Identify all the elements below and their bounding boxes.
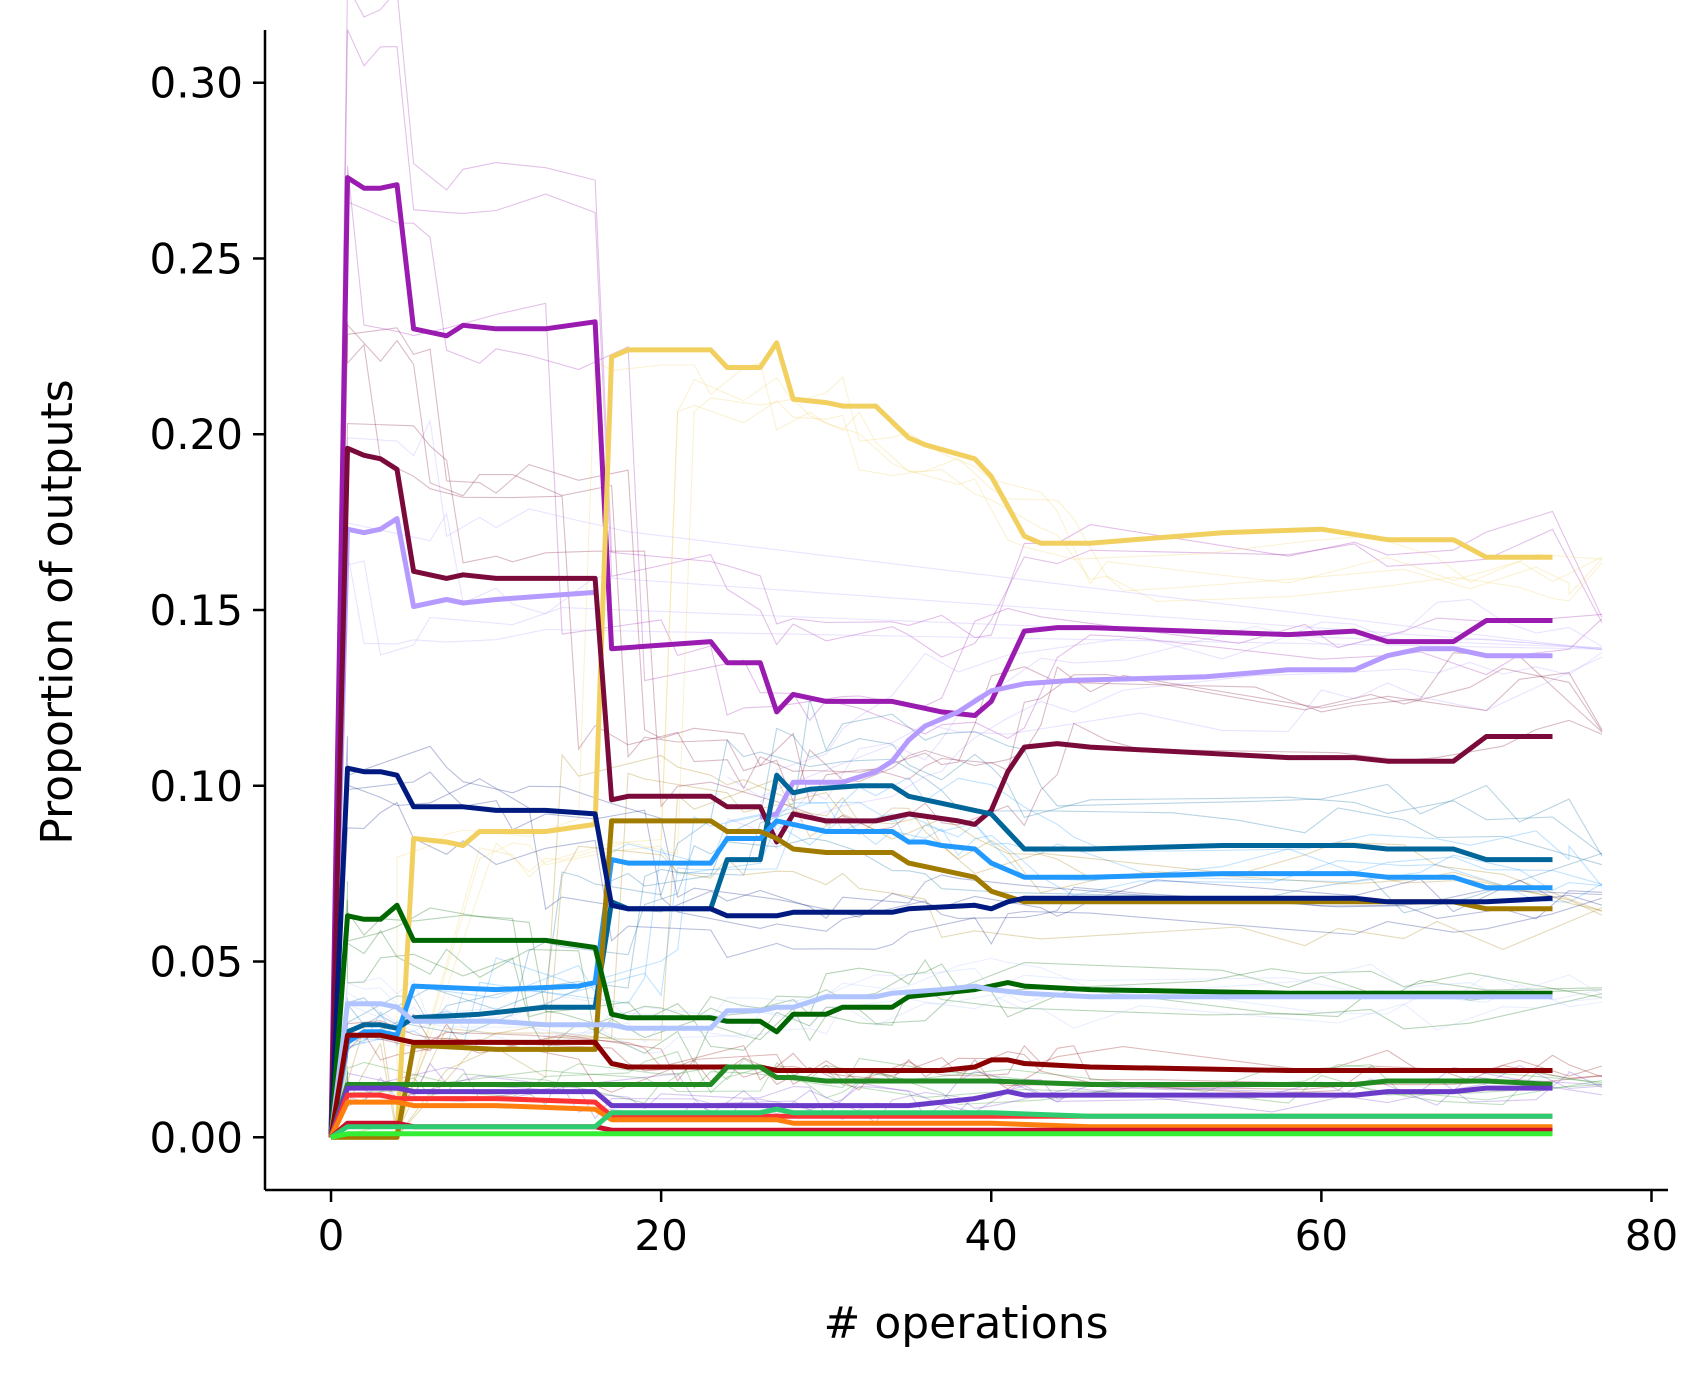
background-run-line — [330, 29, 1603, 1138]
series-line-18 — [330, 1131, 1553, 1140]
x-tick-label: 0 — [318, 1211, 345, 1260]
series-lines — [328, 175, 1553, 1140]
y-tick-label: 0.10 — [149, 762, 243, 811]
series-line-15 — [328, 1099, 1553, 1139]
series-line-3 — [759, 646, 1553, 820]
background-run-line — [330, 900, 1603, 1138]
background-run-line — [330, 983, 1603, 1138]
x-tick-label: 40 — [965, 1211, 1018, 1260]
background-run-line — [330, 736, 1603, 1138]
background-run-line — [330, 771, 1603, 1138]
series-line-10 — [328, 983, 1553, 1138]
series-line-12 — [328, 1064, 1553, 1139]
series-line-8 — [328, 765, 1553, 1138]
background-run-line — [330, 418, 1603, 1138]
series-line-7 — [331, 818, 1553, 1140]
series-line-11 — [328, 1032, 1553, 1138]
background-run-line — [330, 801, 1603, 1138]
background-run-line — [330, 745, 1603, 1138]
background-run-line — [330, 753, 1603, 1138]
background-run-line — [330, 397, 1603, 1138]
tick-labels: 0 20 40 60 80 0.00 0.05 0.10 0.15 0.20 0.25 0.30 — [149, 59, 1678, 1260]
y-tick-label: 0.20 — [149, 410, 243, 459]
series-line-0 — [328, 175, 1553, 1138]
series-line-6 — [328, 818, 1553, 1138]
background-run-line — [330, 0, 1603, 1138]
background-run-line — [330, 165, 1603, 1138]
y-tick-label: 0.25 — [149, 234, 243, 283]
background-run-line — [330, 327, 1603, 1138]
series-line-17 — [329, 1106, 1553, 1140]
y-tick-label: 0.15 — [149, 586, 243, 635]
series-line-13 — [328, 1085, 1553, 1139]
x-tick-label: 20 — [634, 1211, 687, 1260]
series-line-4 — [328, 445, 1553, 1138]
x-tick-label: 60 — [1295, 1211, 1348, 1260]
background-run-line — [330, 323, 1603, 1138]
y-axis-label: Proportion of outputs — [32, 379, 83, 844]
background-run-line — [330, 881, 1603, 1138]
y-tick-label: 0.00 — [149, 1113, 243, 1162]
x-axis-label: # operations — [823, 1298, 1108, 1349]
background-run-line — [330, 699, 1603, 1138]
background-run-line — [331, 400, 1603, 1138]
x-tick-label: 80 — [1625, 1211, 1678, 1260]
background-run-line — [330, 1075, 1603, 1138]
y-tick-label: 0.30 — [149, 59, 243, 108]
background-run-line — [330, 929, 1603, 1138]
background-run-line — [330, 321, 1603, 1138]
background-run-line — [726, 621, 1603, 798]
series-line-2 — [328, 516, 596, 1138]
background-run-line — [331, 375, 1603, 1138]
series-line-5 — [328, 772, 1553, 1138]
series-line-9 — [328, 902, 1553, 1138]
series-line-1 — [331, 340, 1553, 1140]
y-tick-label: 0.05 — [149, 938, 243, 987]
background-runs — [330, 0, 1603, 1139]
background-run-line — [759, 652, 1603, 831]
